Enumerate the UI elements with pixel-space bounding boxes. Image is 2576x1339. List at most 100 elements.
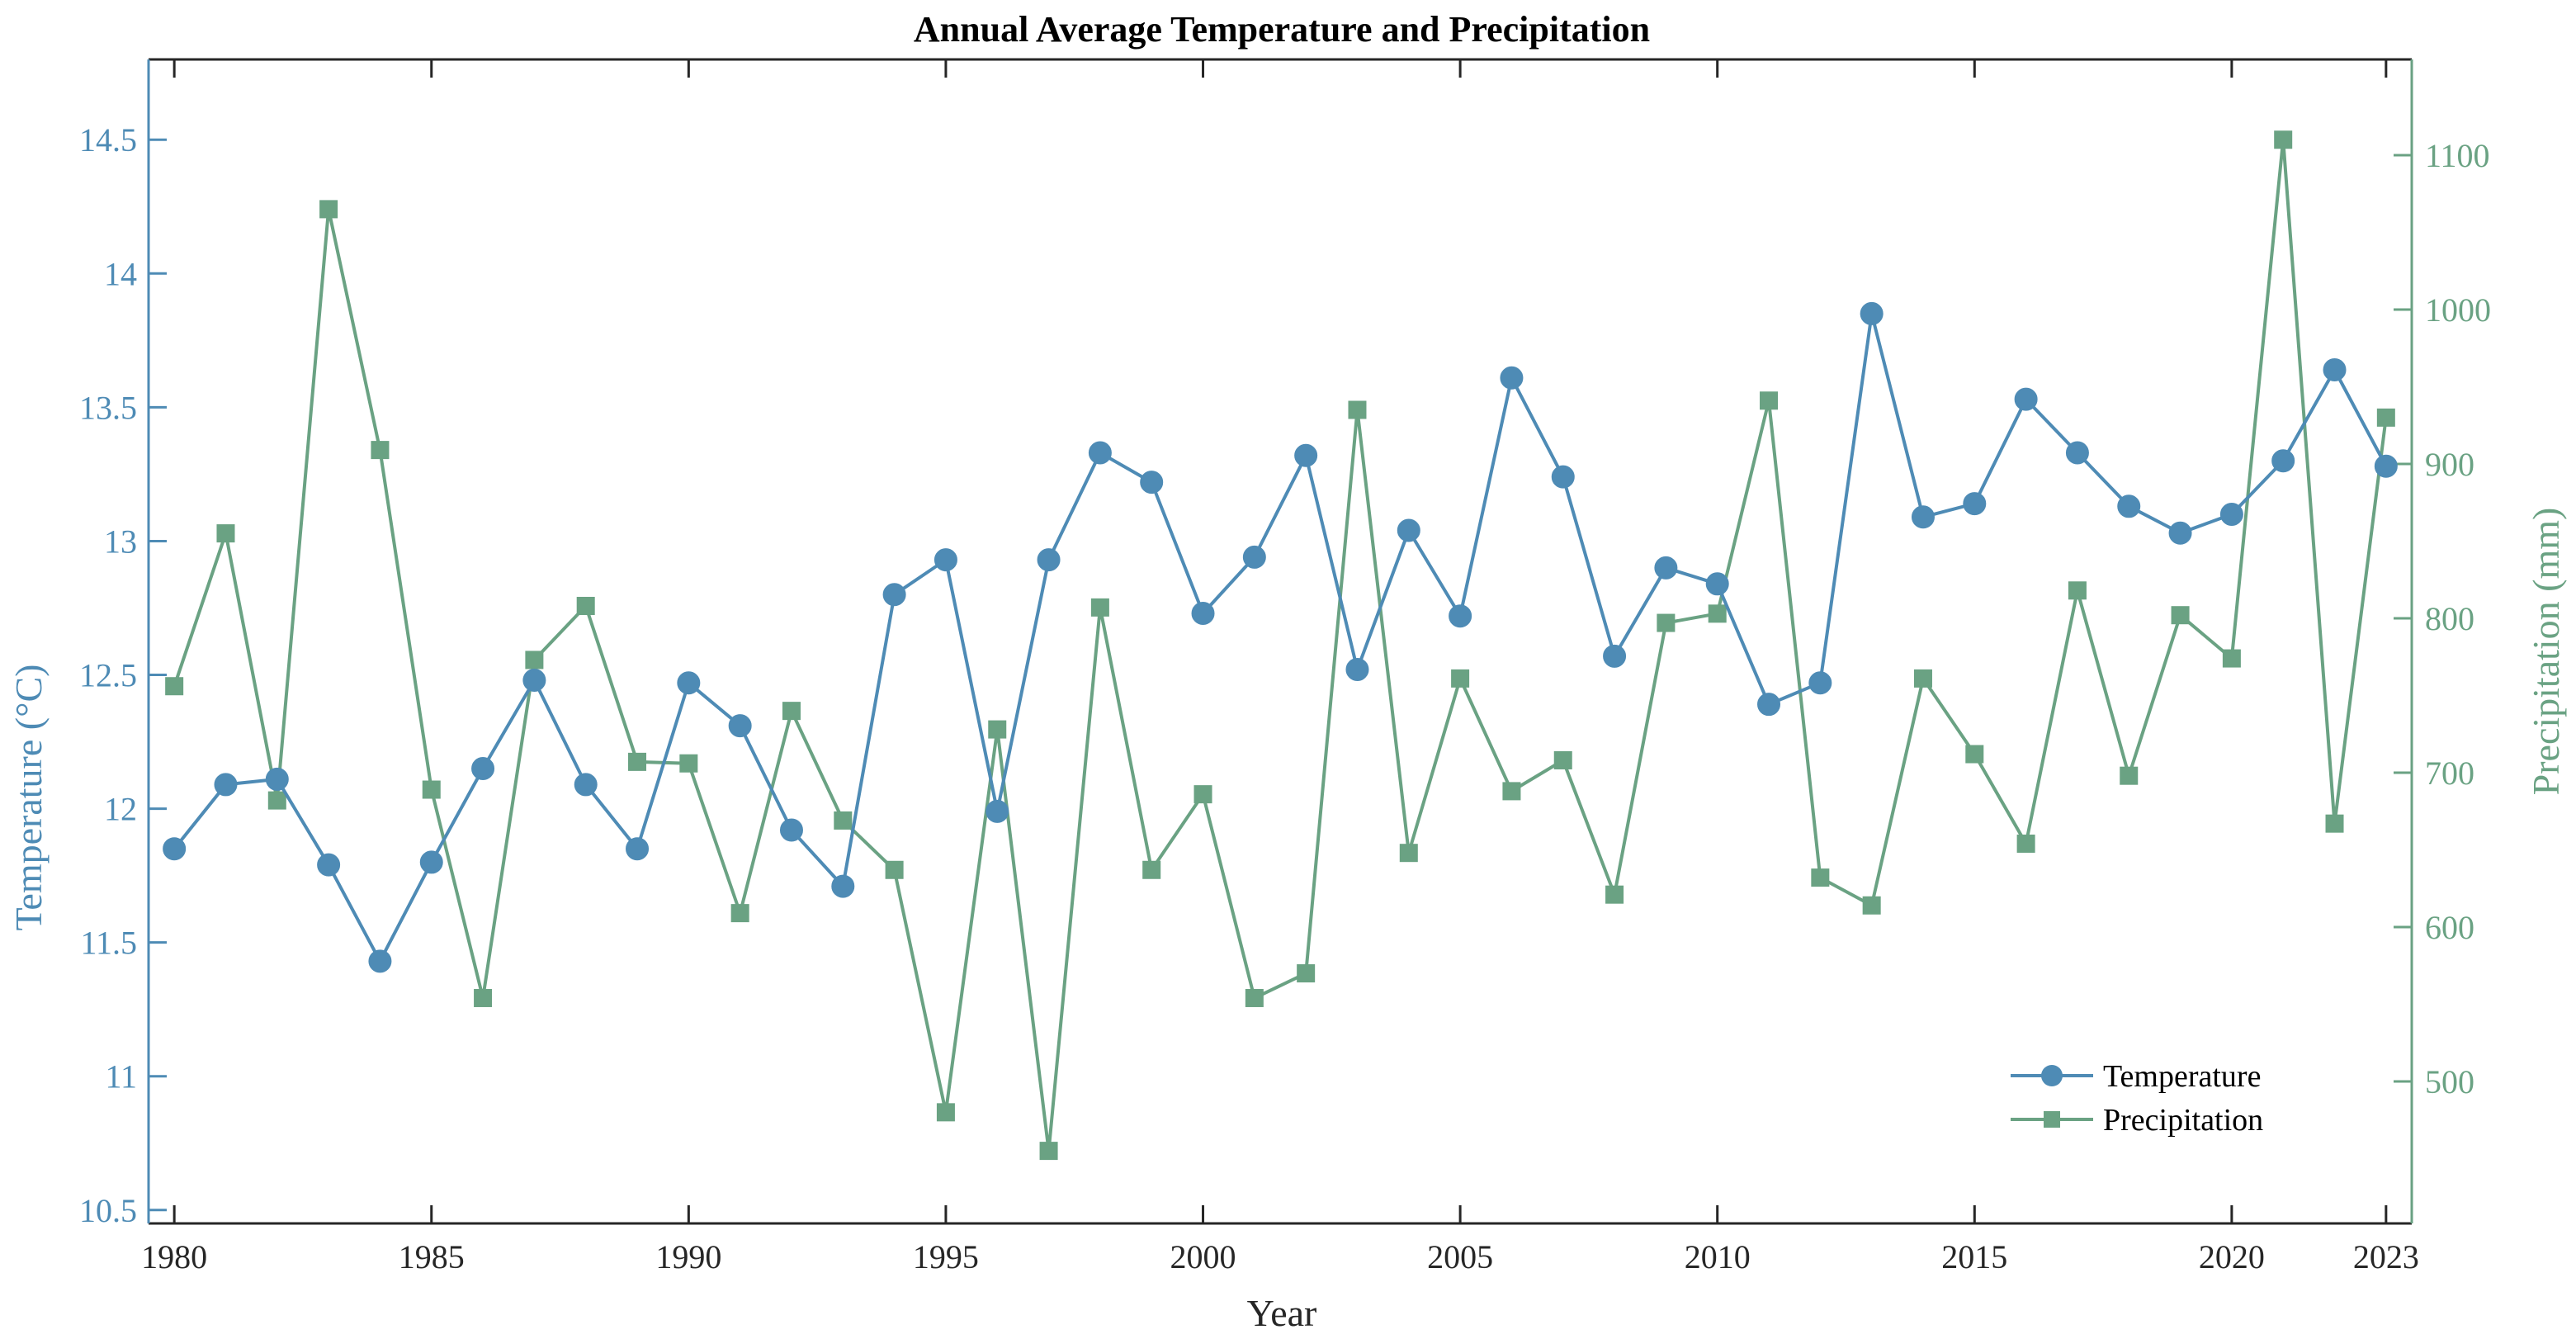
x-tick-label: 2023 — [2353, 1238, 2419, 1275]
temperature-point — [1603, 644, 1627, 668]
y-tick-label-right: 700 — [2425, 755, 2474, 792]
legend-precipitation-marker — [2044, 1111, 2060, 1128]
y-tick-label-left: 10.5 — [79, 1192, 137, 1229]
x-tick-label: 1995 — [913, 1238, 979, 1275]
x-tick-label: 2020 — [2199, 1238, 2265, 1275]
precipitation-point — [885, 860, 904, 879]
precipitation-point — [628, 752, 647, 771]
chart-title: Annual Average Temperature and Precipita… — [914, 9, 1650, 50]
temperature-point — [1294, 443, 1318, 467]
precipitation-point — [319, 200, 338, 219]
precipitation-point — [2171, 606, 2190, 625]
precipitation-point — [2325, 814, 2344, 833]
precipitation-point — [936, 1103, 955, 1122]
temperature-point — [1242, 545, 1266, 569]
temperature-point — [471, 756, 495, 780]
y-tick-label-left: 13 — [104, 523, 137, 560]
y-axis-label-right: Precipitation (mm) — [2525, 508, 2567, 796]
temperature-point — [2271, 449, 2295, 473]
temperature-point — [1911, 505, 1935, 529]
precipitation-point — [1965, 745, 1984, 764]
temperature-point — [1191, 601, 1215, 625]
y-tick-label-right: 600 — [2425, 909, 2474, 946]
temperature-point — [1551, 465, 1575, 489]
temperature-point — [2168, 521, 2192, 545]
precipitation-point — [1193, 785, 1212, 804]
precipitation-point — [371, 441, 390, 460]
temperature-point — [1757, 693, 1781, 717]
temperature-point — [1345, 658, 1369, 682]
temperature-point — [317, 853, 341, 877]
temperature-point — [1963, 492, 1987, 516]
y-tick-label-left: 12 — [104, 791, 137, 828]
y-tick-label-left: 13.5 — [79, 389, 137, 426]
precipitation-point — [1297, 964, 1316, 983]
precipitation-point — [525, 651, 544, 670]
precipitation-point — [782, 702, 801, 721]
temperature-point — [831, 874, 855, 898]
temperature-point — [574, 773, 598, 797]
legend: Temperature Precipitation — [2011, 1059, 2263, 1138]
temperature-point — [265, 767, 289, 791]
x-tick-label: 2005 — [1427, 1238, 1493, 1275]
precipitation-point — [1657, 613, 1676, 632]
x-tick-label: 1990 — [655, 1238, 721, 1275]
temperature-point — [626, 837, 650, 861]
precipitation-point — [1913, 669, 1932, 688]
temperature-point — [522, 669, 546, 692]
series-layer — [163, 130, 2398, 1161]
precipitation-point — [1348, 400, 1367, 419]
precipitation-point — [1811, 868, 1830, 887]
plot-axes: 1980 1985 1990 1995 2000 2005 2010 2015 2020 2023… — [79, 58, 2491, 1275]
temperature-point — [1088, 441, 1112, 465]
x-tick-label: 2015 — [1941, 1238, 2007, 1275]
precipitation-point — [267, 791, 286, 810]
precipitation-line — [173, 138, 2388, 1153]
temperature-point — [934, 548, 957, 572]
temperature-point — [1140, 471, 1164, 494]
precipitation-point — [988, 720, 1007, 739]
temperature-point — [1397, 518, 1420, 542]
temperature-point — [1860, 301, 1884, 325]
y-tick-label-left: 14.5 — [79, 121, 137, 159]
temperature-point — [1705, 572, 1729, 596]
y-tick-label-right: 900 — [2425, 446, 2474, 483]
precipitation-point — [422, 780, 441, 799]
precipitation-point — [2016, 834, 2035, 853]
precipitation-point — [576, 596, 595, 615]
precipitation-point — [1708, 604, 1727, 623]
precipitation-point — [2222, 649, 2241, 668]
precipitation-point — [1142, 860, 1161, 879]
precipitation-point — [1245, 988, 1264, 1007]
temperature-point — [2323, 358, 2347, 381]
temperature-line — [173, 311, 2388, 963]
precipitation-point — [216, 524, 235, 543]
legend-temperature-marker — [2041, 1065, 2063, 1086]
temperature-point — [1449, 604, 1472, 628]
temperature-point — [728, 714, 752, 738]
precipitation-point — [1039, 1142, 1058, 1161]
precipitation-point — [1399, 844, 1418, 863]
temperature-point — [1808, 671, 1832, 695]
x-tick-label: 2010 — [1685, 1238, 1751, 1275]
temperature-point — [882, 583, 906, 607]
precipitation-point — [1553, 750, 1572, 769]
temperature-point — [2014, 387, 2038, 411]
y-tick-label-right: 1000 — [2425, 291, 2491, 329]
precipitation-point — [1451, 669, 1470, 688]
precipitation-point — [679, 754, 698, 773]
precipitation-point — [1502, 782, 1521, 801]
temperature-point — [2065, 441, 2089, 465]
temperature-point — [368, 949, 392, 973]
y-tick-label-left: 11.5 — [80, 925, 137, 962]
precipitation-point — [2376, 408, 2395, 427]
precipitation-point — [730, 904, 749, 923]
x-axis-label: Year — [1247, 1292, 1317, 1334]
y-tick-label-left: 11 — [105, 1058, 137, 1095]
precipitation-point — [1605, 885, 1624, 904]
precipitation-point — [1760, 391, 1779, 410]
precipitation-point — [2120, 766, 2139, 785]
temperature-point — [677, 671, 701, 695]
temperature-point — [985, 799, 1009, 823]
